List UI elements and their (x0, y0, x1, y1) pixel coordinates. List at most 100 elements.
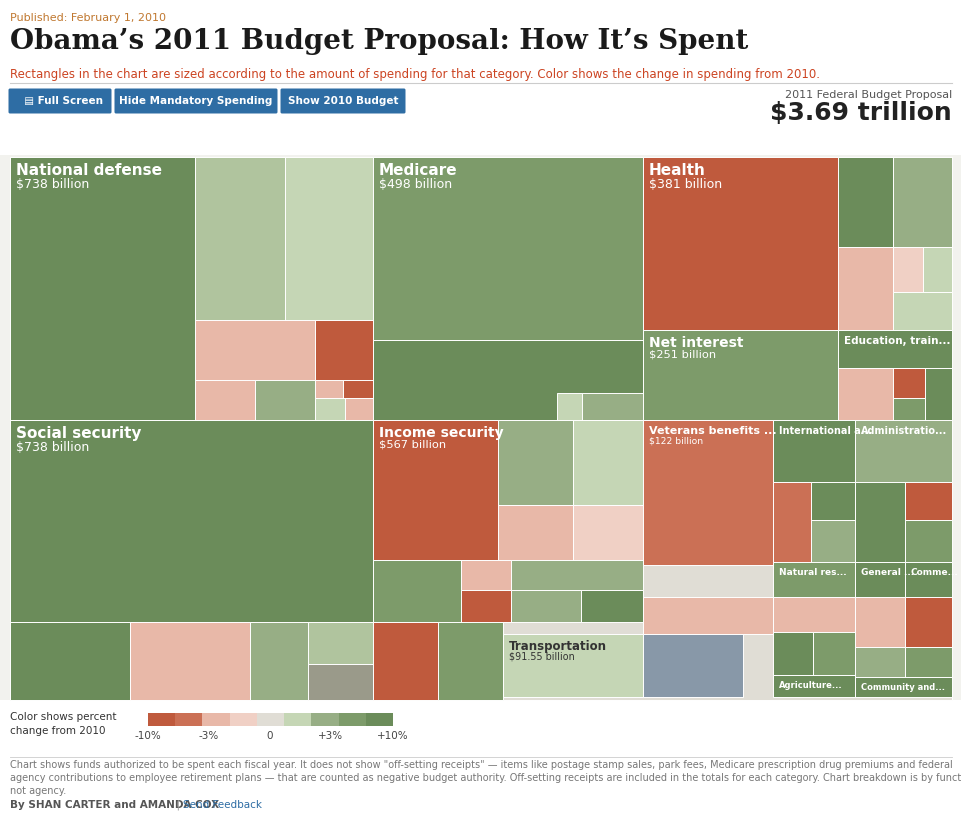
Bar (373, 340, 642, 420)
Text: Agriculture...: Agriculture... (778, 681, 842, 690)
Bar (854, 562, 904, 597)
Bar (510, 590, 580, 622)
Bar (642, 330, 837, 420)
Bar (924, 430, 951, 457)
Text: -10%: -10% (135, 731, 161, 741)
Bar (314, 398, 345, 420)
Bar (148, 713, 175, 726)
Bar (460, 590, 510, 622)
Bar (837, 157, 892, 247)
Bar (904, 597, 951, 647)
Bar (343, 380, 373, 398)
Bar (230, 713, 257, 726)
Bar (195, 157, 284, 420)
Bar (642, 420, 773, 565)
Text: $381 billion: $381 billion (649, 178, 722, 191)
Text: $498 billion: $498 billion (379, 178, 452, 191)
Text: $738 billion: $738 billion (16, 441, 89, 454)
Bar (503, 634, 642, 697)
Text: 0: 0 (266, 731, 273, 741)
Bar (904, 562, 951, 597)
Bar (892, 430, 924, 457)
Bar (314, 320, 373, 420)
Bar (773, 482, 810, 562)
Bar (284, 157, 373, 320)
Text: 2011 Federal Budget Proposal: 2011 Federal Budget Proposal (784, 90, 951, 100)
Bar (437, 622, 503, 700)
Bar (257, 713, 283, 726)
Bar (510, 560, 642, 590)
Bar (10, 157, 951, 700)
Bar (642, 157, 837, 330)
Text: +10%: +10% (377, 731, 408, 741)
Bar (854, 647, 904, 677)
Bar (573, 505, 642, 560)
Bar (773, 632, 812, 675)
Bar (892, 368, 924, 398)
Text: Send Feedback: Send Feedback (183, 800, 261, 810)
Bar (255, 380, 314, 420)
Text: $3.69 trillion: $3.69 trillion (770, 101, 951, 125)
Text: +3%: +3% (318, 731, 343, 741)
Text: Chart shows funds authorized to be spent each fiscal year. It does not show "off: Chart shows funds authorized to be spent… (10, 760, 961, 796)
Bar (904, 520, 951, 562)
Bar (373, 157, 642, 340)
Bar (0, 0, 961, 155)
Bar (373, 622, 437, 700)
FancyBboxPatch shape (114, 88, 277, 113)
Text: $122 billion: $122 billion (649, 437, 702, 446)
Bar (810, 482, 854, 520)
Bar (837, 247, 892, 330)
Text: National defense: National defense (16, 163, 161, 178)
Text: $251 billion: $251 billion (649, 349, 715, 360)
Bar (924, 368, 951, 430)
Bar (837, 330, 951, 368)
Bar (130, 622, 250, 700)
Bar (573, 420, 642, 505)
Bar (892, 292, 951, 330)
FancyBboxPatch shape (9, 88, 111, 113)
Text: Social security: Social security (16, 426, 141, 441)
Text: Obama’s 2011 Budget Proposal: How It’s Spent: Obama’s 2011 Budget Proposal: How It’s S… (10, 28, 748, 55)
Bar (498, 505, 573, 560)
Bar (892, 157, 951, 247)
Text: ▤ Full Screen: ▤ Full Screen (17, 96, 103, 106)
Bar (773, 562, 854, 597)
Bar (195, 320, 314, 420)
Text: Administratio...: Administratio... (860, 426, 947, 436)
Bar (904, 482, 951, 520)
Bar (773, 675, 854, 697)
Bar (498, 420, 573, 505)
Bar (250, 622, 308, 700)
Bar (892, 247, 922, 292)
Text: |: | (170, 800, 186, 811)
Bar (10, 420, 373, 622)
Text: Published: February 1, 2010: Published: February 1, 2010 (10, 13, 166, 23)
Bar (854, 482, 904, 562)
Text: $567 billion: $567 billion (379, 439, 446, 449)
Bar (338, 713, 365, 726)
Bar (10, 622, 130, 700)
Text: Veterans benefits ...: Veterans benefits ... (649, 426, 776, 436)
Text: Health: Health (649, 163, 705, 178)
Text: By SHAN CARTER and AMANDA COX: By SHAN CARTER and AMANDA COX (10, 800, 219, 810)
Bar (308, 622, 373, 664)
Bar (373, 560, 460, 622)
Bar (580, 590, 642, 622)
Text: Education, train...: Education, train... (843, 336, 949, 346)
Bar (175, 713, 202, 726)
Text: $91.55 billion: $91.55 billion (508, 652, 574, 661)
Bar (837, 430, 892, 457)
Text: Hide Mandatory Spending: Hide Mandatory Spending (119, 96, 272, 106)
Text: Community and...: Community and... (860, 683, 944, 692)
Bar (202, 713, 230, 726)
Text: Color shows percent
change from 2010: Color shows percent change from 2010 (10, 712, 116, 736)
FancyBboxPatch shape (281, 88, 406, 113)
Text: Net interest: Net interest (649, 336, 743, 350)
Bar (345, 398, 373, 420)
Text: -3%: -3% (199, 731, 219, 741)
Bar (10, 157, 195, 420)
Bar (365, 713, 393, 726)
Bar (460, 560, 510, 590)
Bar (812, 632, 854, 675)
